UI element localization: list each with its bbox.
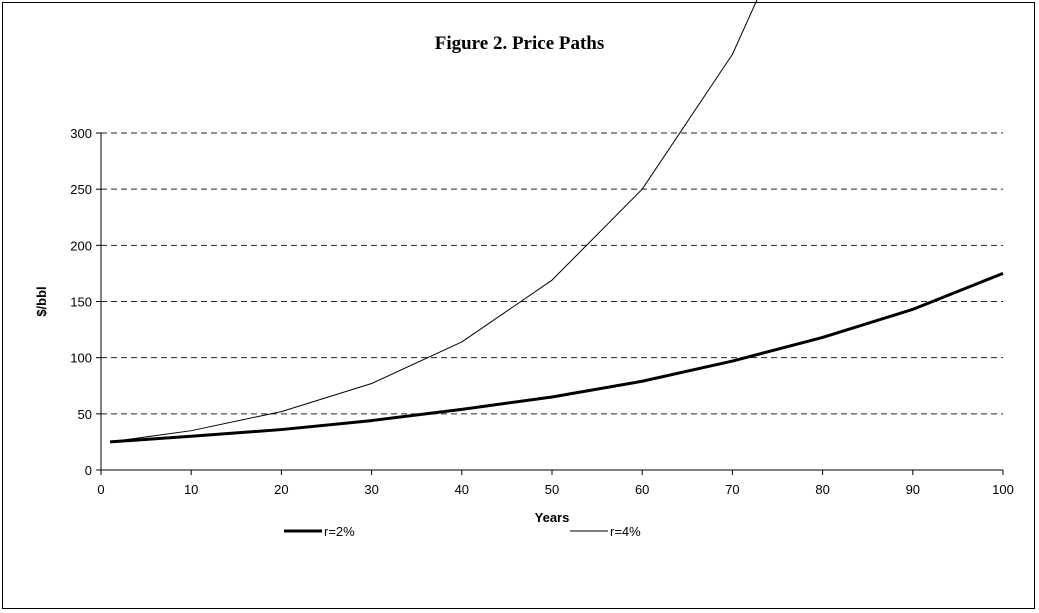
x-tick-label: 50: [545, 482, 559, 497]
x-tick-labels: 0 10 20 30 40 50 60 70 80 90 100: [97, 482, 1013, 497]
x-tick-label: 80: [815, 482, 829, 497]
x-tick-label: 20: [274, 482, 288, 497]
x-axis-label: Years: [535, 510, 570, 525]
y-axis-label: $/bbl: [34, 286, 49, 316]
gridlines: [101, 132, 1003, 415]
chart-title: Figure 2. Price Paths: [434, 33, 605, 54]
y-tick-label: 0: [85, 463, 92, 478]
x-tick-label: 70: [725, 482, 739, 497]
y-tick-labels: 0 50 100 150 200 250 300: [70, 126, 92, 478]
x-tick-label: 90: [906, 482, 920, 497]
x-tick-label: 0: [97, 482, 104, 497]
y-tick-label: 250: [70, 182, 92, 197]
series-lines: [109, 0, 1004, 444]
y-tick-label: 150: [70, 295, 92, 310]
y-tick-label: 200: [70, 238, 92, 253]
series-line-1: [109, 272, 1004, 444]
x-tick-label: 100: [992, 482, 1014, 497]
axes: [96, 132, 1004, 475]
series-line-2: [109, 0, 758, 443]
x-tick-label: 40: [455, 482, 469, 497]
legend: r=2% r=4%: [284, 524, 641, 539]
y-tick-label: 300: [70, 126, 92, 141]
legend-label: r=2%: [324, 524, 355, 539]
x-tick-label: 60: [635, 482, 649, 497]
y-tick-label: 100: [70, 351, 92, 366]
x-tick-label: 30: [364, 482, 378, 497]
y-tick-label: 50: [78, 407, 92, 422]
legend-label: r=4%: [610, 524, 641, 539]
x-tick-label: 10: [184, 482, 198, 497]
